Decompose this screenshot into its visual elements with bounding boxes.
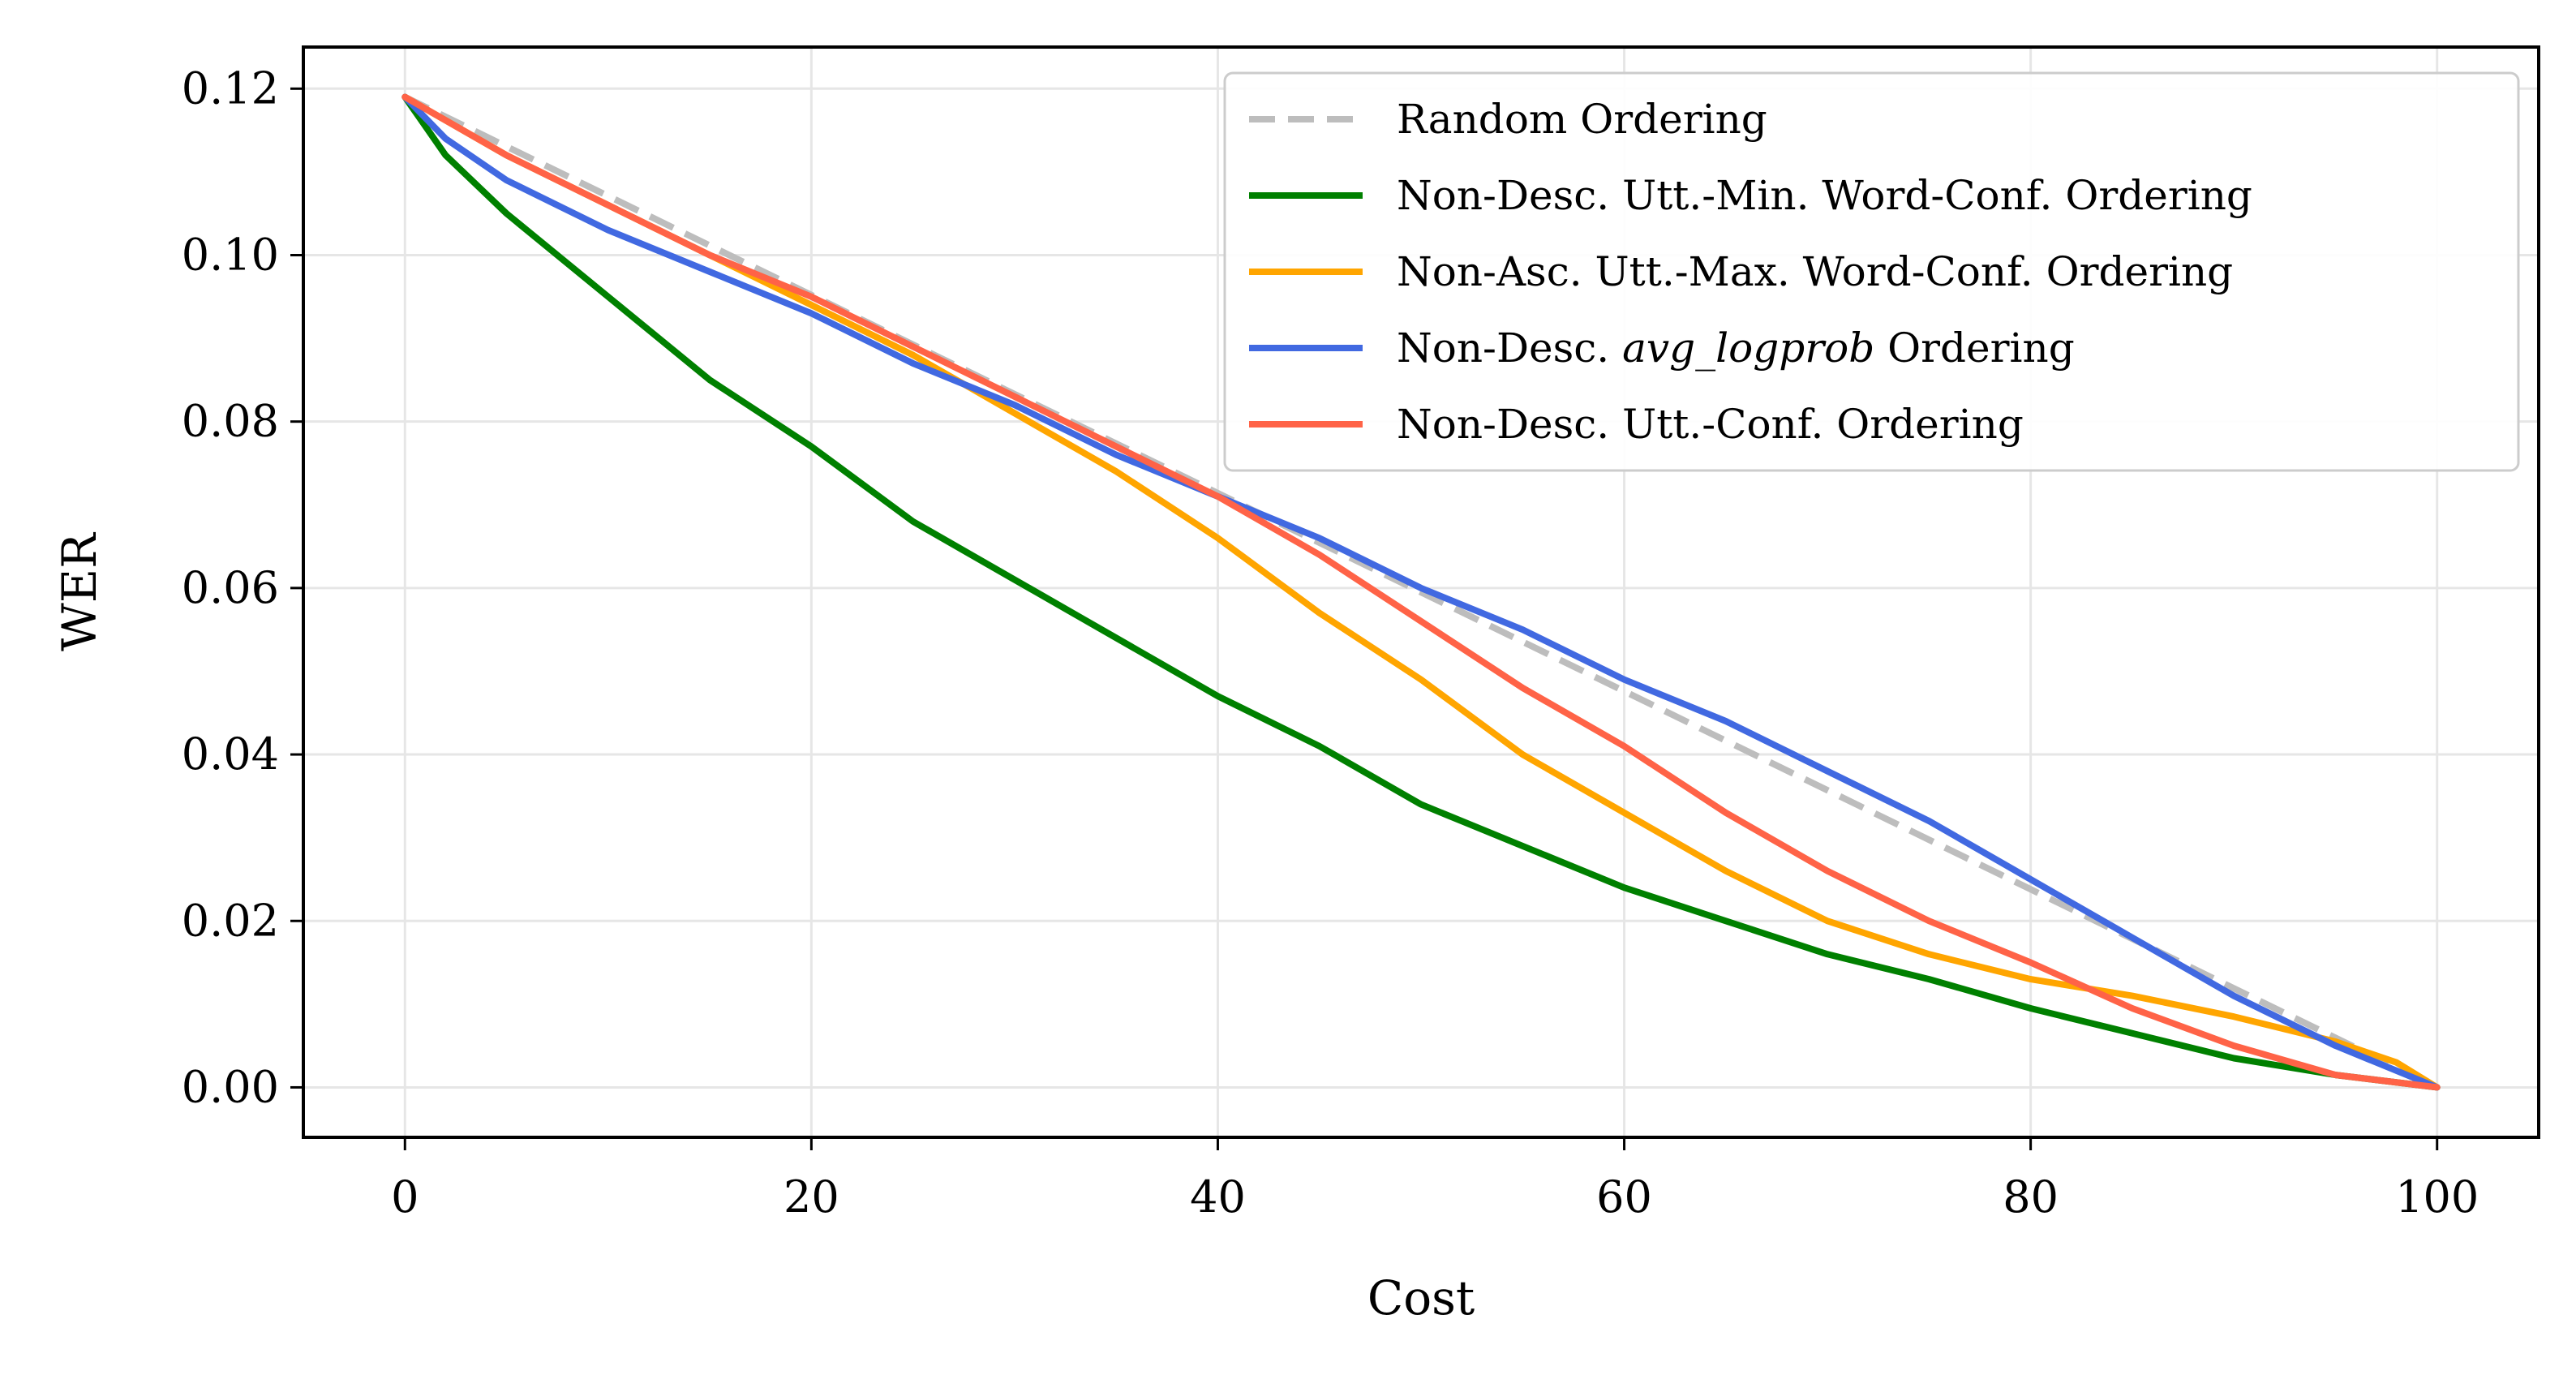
- series-layer: [401, 93, 2441, 1091]
- series-line-3: [401, 93, 2441, 1091]
- legend-box: [1223, 71, 2520, 472]
- y-tick-label: 0.10: [182, 229, 279, 280]
- y-tick-label: 0.12: [182, 62, 279, 114]
- y-axis-ticks: 0.00 0.02 0.04 0.06 0.08 0.10 0.12: [182, 62, 303, 1112]
- legend-label-3: Non-Desc. avg_logprob Ordering: [1397, 324, 2075, 372]
- x-tick-label: 60: [1596, 1171, 1652, 1222]
- series-line-1: [401, 93, 2441, 1091]
- y-tick-label: 0.08: [182, 396, 279, 447]
- series-line-2: [401, 93, 2441, 1091]
- plot-frame: [302, 45, 2540, 1139]
- legend-label-4: Non-Desc. Utt.-Conf. Ordering: [1397, 401, 2024, 448]
- x-tick-label: 0: [391, 1171, 419, 1222]
- series-line-0: [403, 94, 2439, 1090]
- y-tick-label: 0.04: [182, 728, 279, 780]
- y-tick-label: 0.02: [182, 895, 279, 946]
- legend-label-1: Non-Desc. Utt.-Min. Word-Conf. Ordering: [1397, 172, 2252, 219]
- y-tick-label: 0.00: [182, 1061, 279, 1112]
- x-axis-ticks: 0 20 40 60 80 100: [391, 1137, 2479, 1222]
- x-tick-label: 20: [784, 1171, 839, 1222]
- y-tick-label: 0.06: [182, 562, 279, 613]
- x-axis-title: Cost: [1367, 1270, 1475, 1326]
- legend-label-0: Random Ordering: [1397, 96, 1767, 143]
- x-tick-label: 40: [1190, 1171, 1246, 1222]
- x-tick-label: 80: [2003, 1171, 2059, 1222]
- x-tick-label: 100: [2395, 1171, 2479, 1222]
- y-axis-title: WER: [52, 531, 107, 651]
- legend: Random Ordering Non-Desc. Utt.-Min. Word-…: [1223, 71, 2520, 472]
- legend-label-2: Non-Asc. Utt.-Max. Word-Conf. Ordering: [1397, 248, 2233, 295]
- series-line-4: [401, 93, 2441, 1091]
